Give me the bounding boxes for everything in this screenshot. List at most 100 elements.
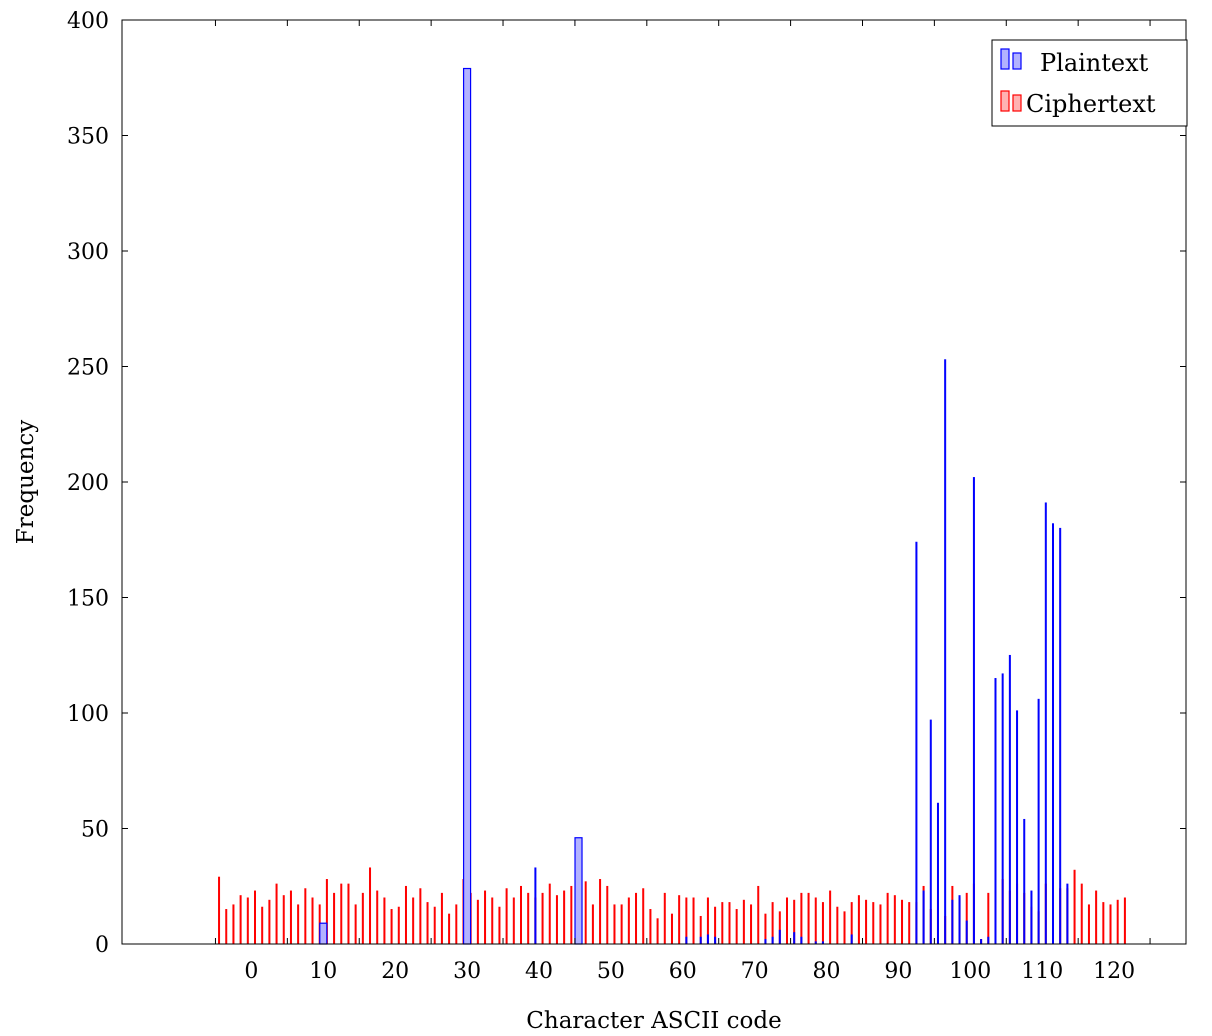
- legend-swatch-ciphertext: [1000, 90, 1010, 112]
- ciphertext-bar: [297, 904, 300, 945]
- ciphertext-bar: [800, 892, 803, 945]
- x-axis-title: Character ASCII code: [526, 1008, 781, 1034]
- ciphertext-bar: [1080, 883, 1083, 945]
- ciphertext-bar: [476, 899, 479, 945]
- ciphertext-bar: [455, 904, 458, 945]
- ciphertext-bar: [376, 890, 379, 945]
- legend: Plaintext Ciphertext: [991, 39, 1188, 127]
- plaintext-bar: [793, 932, 796, 945]
- ciphertext-bar: [491, 897, 494, 945]
- plaintext-bar: [714, 936, 717, 945]
- plaintext-bar: [929, 719, 932, 945]
- plaintext-bar: [994, 678, 997, 945]
- ciphertext-bar: [218, 876, 221, 945]
- plaintext-bar: [958, 895, 961, 945]
- y-tick-label: 0: [95, 933, 109, 958]
- ciphertext-series: [218, 867, 1126, 945]
- ciphertext-bar: [282, 895, 285, 945]
- ciphertext-bar: [361, 892, 364, 945]
- legend-box: [991, 39, 1188, 127]
- y-tick-label: 400: [67, 9, 109, 34]
- ciphertext-bar: [1109, 904, 1112, 945]
- ciphertext-bar: [843, 911, 846, 945]
- plaintext-bar: [534, 867, 537, 945]
- legend-label-ciphertext: Ciphertext: [1026, 90, 1156, 118]
- x-tick-label: 100: [949, 959, 991, 984]
- ciphertext-bar: [591, 904, 594, 945]
- ciphertext-bar: [498, 906, 501, 945]
- x-tick-label: 60: [669, 959, 697, 984]
- legend-swatch-ciphertext: [1012, 94, 1022, 112]
- y-axis-tick-labels: 0 50 100 150 200 250 300 350 400: [67, 9, 109, 958]
- y-tick-label: 200: [67, 471, 109, 496]
- ciphertext-bar: [599, 879, 602, 945]
- ciphertext-bar: [404, 885, 407, 945]
- ciphertext-bar: [311, 897, 314, 945]
- x-tick-label: 90: [884, 959, 912, 984]
- plaintext-bar: [1001, 673, 1004, 945]
- y-tick-label: 300: [67, 240, 109, 265]
- y-tick-label: 50: [81, 818, 109, 843]
- ciphertext-bar: [807, 892, 810, 945]
- ciphertext-bar: [908, 902, 911, 945]
- ciphertext-bar: [254, 890, 257, 945]
- ciphertext-bar: [721, 902, 724, 945]
- ciphertext-bar: [1116, 899, 1119, 945]
- ciphertext-bar: [563, 890, 566, 945]
- axis-ticks: [122, 19, 1186, 945]
- ciphertext-bar: [448, 913, 451, 945]
- ciphertext-bar: [735, 909, 738, 945]
- plaintext-bar: [706, 934, 709, 945]
- plaintext-bar: [922, 890, 925, 945]
- ciphertext-bar: [649, 909, 652, 945]
- ciphertext-bar: [728, 902, 731, 945]
- ciphertext-bar: [821, 902, 824, 945]
- ciphertext-bar: [347, 883, 350, 945]
- ciphertext-bar: [750, 904, 753, 945]
- plot-frame: [121, 19, 1187, 945]
- ciphertext-bar: [246, 897, 249, 945]
- legend-label-plaintext: Plaintext: [1040, 49, 1149, 77]
- ciphertext-bar: [584, 881, 587, 945]
- ciphertext-bar: [232, 904, 235, 945]
- y-tick-label: 150: [67, 587, 109, 612]
- ciphertext-bar: [606, 885, 609, 945]
- ciphertext-bar: [785, 897, 788, 945]
- ciphertext-bar: [857, 895, 860, 945]
- ciphertext-bar: [548, 883, 551, 945]
- ciphertext-bar: [613, 904, 616, 945]
- plaintext-bar: [1037, 698, 1040, 945]
- ciphertext-bar: [692, 897, 695, 945]
- plaintext-bar: [1059, 527, 1062, 945]
- ciphertext-bar: [901, 899, 904, 945]
- ciphertext-bar: [1095, 890, 1098, 945]
- ciphertext-bar: [275, 883, 278, 945]
- ciphertext-bar: [663, 892, 666, 945]
- plaintext-bar: [462, 67, 472, 945]
- ciphertext-bar: [987, 892, 990, 945]
- x-tick-label: 80: [813, 959, 841, 984]
- y-tick-label: 250: [67, 356, 109, 381]
- x-axis-tick-labels: 0 10 20 30 40 50 60 70 80 90 100 110 120: [244, 959, 1135, 984]
- plaintext-bar: [771, 936, 774, 945]
- ciphertext-bar: [742, 899, 745, 945]
- x-tick-label: 120: [1093, 959, 1135, 984]
- ciphertext-bar: [419, 888, 422, 945]
- ciphertext-bar: [225, 909, 228, 945]
- ciphertext-bar: [433, 906, 436, 945]
- x-tick-label: 20: [381, 959, 409, 984]
- ciphertext-bar: [354, 904, 357, 945]
- ciphertext-bar: [333, 892, 336, 945]
- legend-item-ciphertext: Ciphertext: [1000, 90, 1156, 118]
- ciphertext-bar: [505, 888, 508, 945]
- y-tick-label: 100: [67, 702, 109, 727]
- plaintext-bar: [951, 899, 954, 945]
- x-tick-label: 40: [525, 959, 553, 984]
- y-tick-label: 350: [67, 125, 109, 150]
- ciphertext-bar: [412, 897, 415, 945]
- legend-swatch-plaintext: [1000, 48, 1010, 70]
- plaintext-bar: [850, 934, 853, 945]
- ciphertext-bar: [865, 899, 868, 945]
- ciphertext-bar: [836, 906, 839, 945]
